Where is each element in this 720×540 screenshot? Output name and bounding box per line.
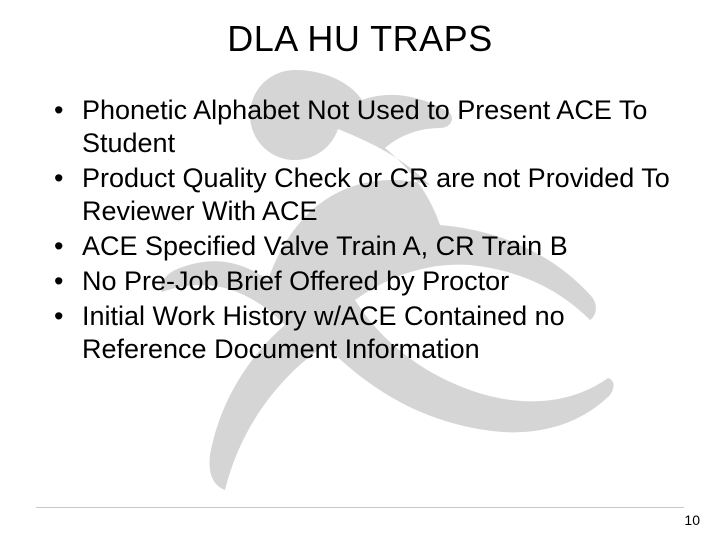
- slide-content: DLA HU TRAPS Phonetic Alphabet Not Used …: [0, 0, 720, 540]
- list-item: Initial Work History w/ACE Contained no …: [54, 300, 680, 366]
- list-item: No Pre-Job Brief Offered by Proctor: [54, 265, 680, 298]
- list-item: Product Quality Check or CR are not Prov…: [54, 162, 680, 228]
- slide-title: DLA HU TRAPS: [40, 18, 680, 60]
- list-item: Phonetic Alphabet Not Used to Present AC…: [54, 94, 680, 160]
- list-item: ACE Specified Valve Train A, CR Train B: [54, 230, 680, 263]
- bullet-list: Phonetic Alphabet Not Used to Present AC…: [40, 94, 680, 366]
